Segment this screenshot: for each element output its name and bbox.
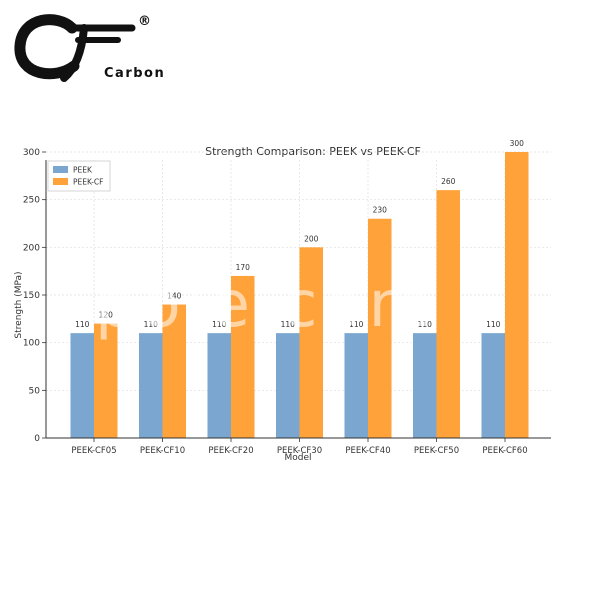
bar-value-label: 260 <box>441 177 456 186</box>
bar-peek <box>207 333 231 438</box>
bar-value-label: 110 <box>349 320 364 329</box>
x-axis-ticks: PEEK-CF05 PEEK-CF10 PEEK-CF20 PEEK-CF30 PEEK… <box>71 438 528 456</box>
y-tick-label: 250 <box>23 196 40 206</box>
bar-peek <box>413 333 437 438</box>
bar-value-label: 110 <box>486 320 501 329</box>
legend-swatch-peek-cf <box>53 178 68 185</box>
registered-mark: ® <box>138 14 151 29</box>
bar-value-label: 110 <box>212 320 227 329</box>
y-tick-label: 0 <box>34 434 40 444</box>
bar-peek <box>344 333 368 438</box>
bar-value-label: 110 <box>75 320 90 329</box>
chart-legend: PEEK PEEK-CF <box>47 160 111 192</box>
x-tick-label: PEEK-CF40 <box>345 446 390 456</box>
chart-bars: 110 120 110 140 110 170 110 200 110 230 110 260 110 3… <box>70 139 529 438</box>
bar-value-label: 110 <box>281 320 296 329</box>
bar-value-label: 120 <box>99 311 114 320</box>
legend-swatch-peek <box>53 166 68 173</box>
cf-logo-mark-icon <box>14 14 136 82</box>
x-tick-label: PEEK-CF10 <box>140 446 185 456</box>
bar-peek <box>70 333 94 438</box>
chart-title: Strength Comparison: PEEK vs PEEK-CF <box>205 145 421 158</box>
bar-value-label: 230 <box>373 206 388 215</box>
x-tick-label: PEEK-CF60 <box>482 446 527 456</box>
cf-carbon-logo: ® Carbon <box>14 10 164 85</box>
bar-value-label: 200 <box>304 234 319 243</box>
x-tick-label: PEEK-CF30 <box>277 446 322 456</box>
x-axis-label: Model <box>284 453 311 463</box>
bar-value-label: 300 <box>510 139 525 148</box>
bar-value-label: 140 <box>167 292 182 301</box>
y-axis-ticks: 0 50 100 150 200 250 300 <box>23 148 46 444</box>
brand-word: Carbon <box>104 66 166 81</box>
bar-value-label: 110 <box>144 320 159 329</box>
x-tick-label: PEEK-CF20 <box>208 446 253 456</box>
bar-peek <box>139 333 163 438</box>
bar-peek-cf <box>231 275 255 438</box>
x-tick-label: PEEK-CF50 <box>414 446 459 456</box>
y-tick-label: 200 <box>23 243 40 253</box>
legend-label-peek: PEEK <box>73 166 93 175</box>
bar-value-label: 110 <box>418 320 433 329</box>
y-axis-label: Strength (MPa) <box>14 271 24 338</box>
x-tick-label: PEEK-CF05 <box>71 446 116 456</box>
bar-peek-cf <box>299 247 323 438</box>
bar-peek <box>481 333 505 438</box>
y-tick-label: 150 <box>23 291 40 301</box>
y-tick-label: 300 <box>23 148 40 158</box>
bar-peek-cf <box>94 323 118 438</box>
y-tick-label: 50 <box>29 386 41 396</box>
y-tick-label: 100 <box>23 339 40 349</box>
bar-peek-cf <box>436 190 460 438</box>
bar-value-label: 170 <box>236 263 251 272</box>
bar-peek <box>276 333 300 438</box>
strength-bar-chart: Strength Comparison: PEEK vs PEEK-CF 0 50… <box>14 139 551 463</box>
legend-label-peek-cf: PEEK-CF <box>73 178 103 187</box>
bar-peek-cf <box>505 152 529 438</box>
bar-peek-cf <box>162 304 186 438</box>
bar-peek-cf <box>368 218 392 438</box>
